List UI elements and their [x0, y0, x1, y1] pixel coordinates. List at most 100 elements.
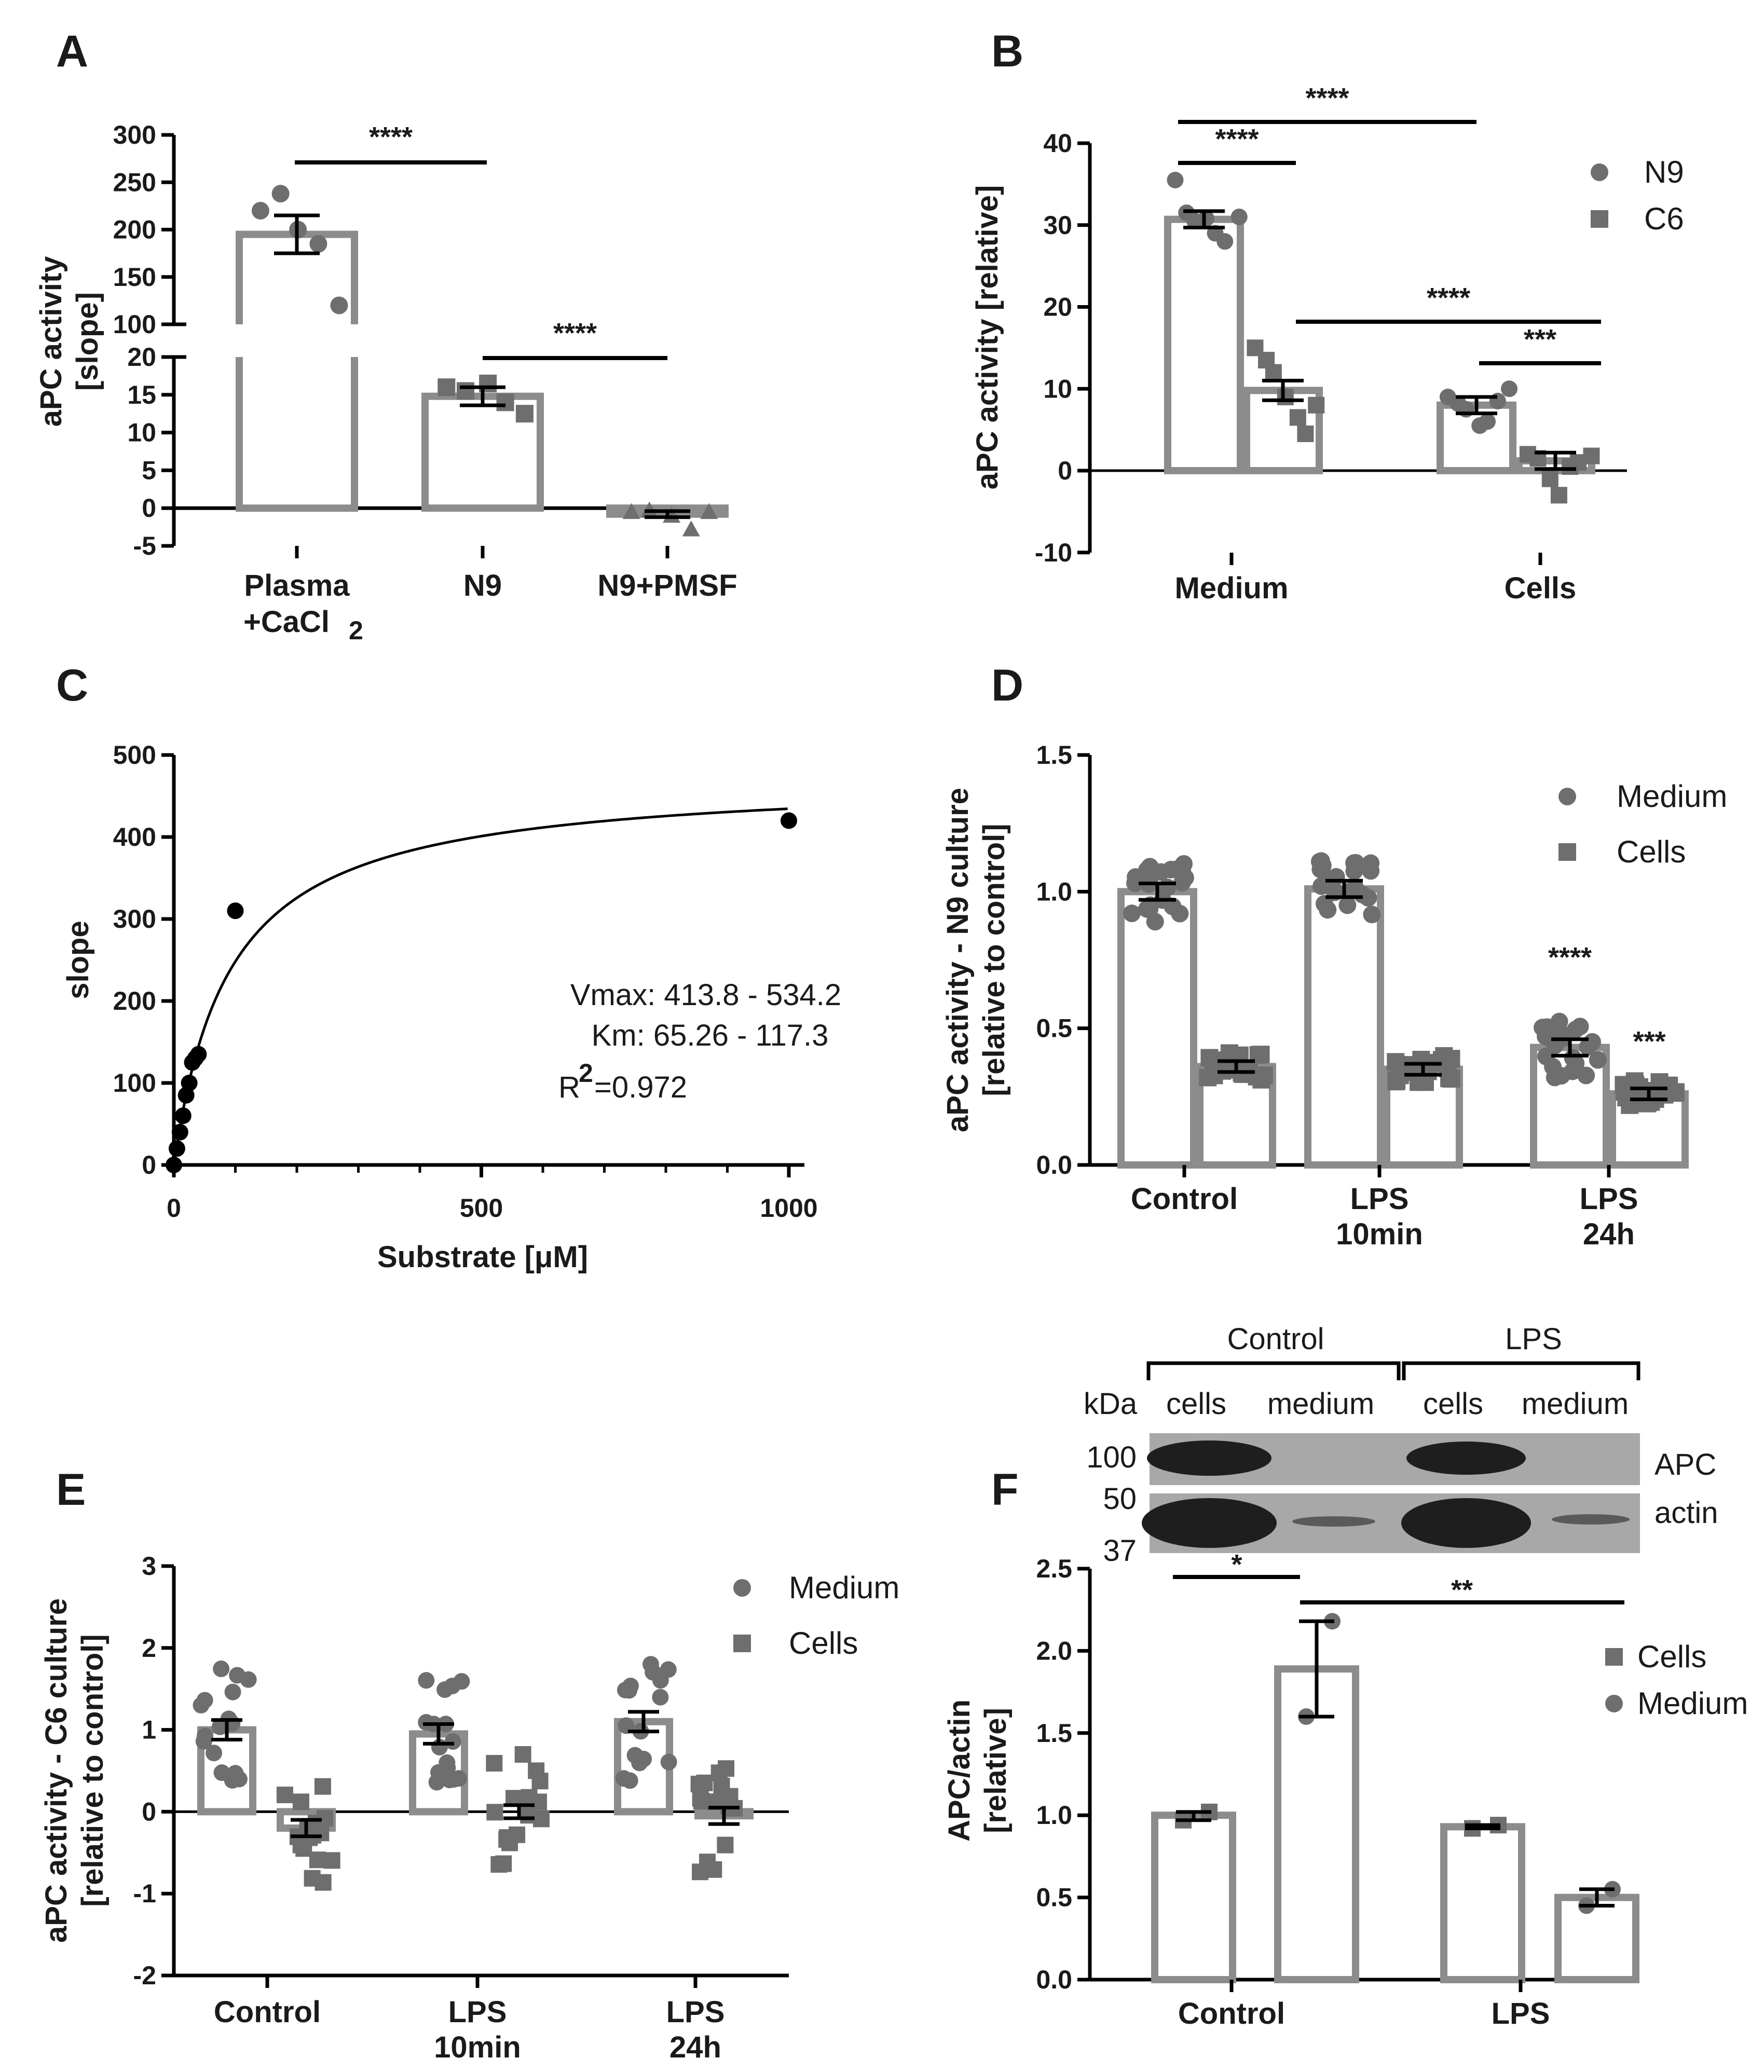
panel-c-y-tick-label: 100 — [113, 1068, 156, 1097]
panel-c-y-tick-label: 0 — [142, 1150, 156, 1179]
panel-e-point — [660, 1753, 677, 1771]
panel-a-y-title: [slope] — [71, 292, 104, 391]
panel-e-point — [444, 1733, 461, 1750]
blot-band-apc — [1406, 1442, 1526, 1475]
panel-a-sig: **** — [553, 318, 597, 349]
panel-a-tick-label: 150 — [113, 263, 156, 292]
blot-group-label: LPS — [1505, 1322, 1562, 1356]
panel-d-y-title: [relative to control] — [977, 824, 1011, 1096]
panel-b-point — [1550, 487, 1567, 504]
panel-a-point — [330, 296, 348, 314]
panel-e-point — [690, 1776, 707, 1793]
panel-d-point — [1589, 1051, 1607, 1069]
panel-e-point — [445, 1771, 462, 1788]
panel-d-sig: **** — [1548, 942, 1592, 973]
panel-e-point — [224, 1683, 241, 1700]
panel-a-tick-label: 200 — [113, 215, 156, 244]
panel-e-point — [193, 1697, 210, 1714]
panel-c-point — [174, 1107, 192, 1124]
panel-f-y-tick-label: 0.0 — [1036, 1965, 1072, 1994]
panel-d-legend-label: Cells — [1617, 834, 1686, 869]
panel-f-x-label: Control — [1178, 1997, 1285, 2030]
panel-e-point — [710, 1764, 728, 1781]
panel-e-point — [213, 1661, 230, 1678]
panel-c-point — [168, 1140, 185, 1157]
panel-c-point — [181, 1075, 198, 1091]
blot-group-label: Control — [1227, 1322, 1324, 1356]
panel-d-point — [1666, 1084, 1685, 1102]
panel-a-point — [437, 378, 456, 396]
panel-b-point — [1541, 470, 1558, 487]
panel-c-y-tick-label: 400 — [113, 822, 156, 852]
panel-b-sig: **** — [1215, 124, 1259, 155]
panel-e-point — [660, 1661, 677, 1678]
panel-d-point — [1439, 1060, 1457, 1078]
panel-e-point — [197, 1727, 214, 1745]
panel-f-sig: ** — [1451, 1574, 1473, 1606]
panel-a-tick-label: 250 — [113, 168, 156, 197]
panel-e-y-title: aPC activity - C6 culture — [39, 1598, 73, 1943]
panel-b-x-label: Cells — [1505, 571, 1577, 605]
panel-e-point — [652, 1689, 669, 1706]
panel-f-legend-label: Cells — [1637, 1639, 1706, 1674]
blot-bracket — [1402, 1361, 1640, 1380]
panel-a-point — [515, 405, 534, 423]
panel-d-point — [1319, 901, 1337, 919]
panel-e-x-label: 10min — [434, 2030, 521, 2064]
blot-band-actin-faint — [1292, 1516, 1375, 1527]
panel-d-point — [1141, 900, 1159, 918]
panel-b-y-tick-label: 20 — [1043, 293, 1072, 322]
panel-c-point — [190, 1046, 207, 1063]
panel-e-point — [323, 1852, 340, 1869]
panel-d-point — [1168, 860, 1186, 878]
panel-d-x-label: LPS — [1350, 1182, 1409, 1216]
panel-b-point — [1583, 447, 1600, 464]
panel-e-point — [642, 1656, 660, 1673]
panel-c-annotation: R — [558, 1071, 580, 1104]
panel-f-y-tick-label: 1.5 — [1036, 1719, 1072, 1748]
panel-c-x-title: Substrate [μM] — [377, 1240, 588, 1274]
panel-e-point — [699, 1854, 716, 1871]
panel-d-point — [1345, 854, 1363, 872]
panel-f-legend-marker — [1605, 1648, 1623, 1666]
panel-e-y-tick-label: 2 — [142, 1634, 156, 1663]
panel-e-y-tick-label: -1 — [133, 1879, 156, 1908]
western-blot: Control LPS kDa cells medium cells medium 100 50… — [1084, 1322, 1718, 1568]
panel-e-x-label: LPS — [666, 1995, 725, 2029]
panel-f-legend-marker — [1605, 1695, 1623, 1712]
panel-d-point — [1255, 1066, 1273, 1085]
panel-d-legend-marker — [1558, 788, 1576, 805]
panel-e-legend-marker — [733, 1579, 751, 1597]
panel-c-point — [171, 1123, 188, 1141]
panel-e-point — [621, 1772, 638, 1789]
panel-b-point — [1216, 233, 1234, 250]
panel-b-point — [1198, 210, 1215, 227]
panel-d-x-label: 10min — [1336, 1217, 1423, 1251]
panel-e-point — [276, 1787, 293, 1804]
panel-d-point — [1623, 1088, 1641, 1106]
panel-c-fit-curve — [173, 807, 788, 1157]
panel-e-point — [531, 1773, 549, 1790]
panel-a-x-label: N9 — [463, 569, 502, 602]
panel-a-tick-label: 0 — [142, 493, 156, 523]
panel-b-point — [1297, 426, 1314, 443]
panel-e-point — [495, 1855, 512, 1872]
panel-a-tick-label: 300 — [113, 120, 156, 149]
panel-e-point — [436, 1681, 454, 1698]
panel-a-point — [456, 382, 474, 400]
panel-c-point — [166, 1157, 182, 1173]
panel-e-x-label: LPS — [448, 1995, 507, 2029]
panel-d-point — [1346, 879, 1364, 897]
panel-e-point — [453, 1673, 470, 1690]
panel-d-point — [1325, 882, 1344, 900]
panel-f-x-label: LPS — [1492, 1997, 1550, 2030]
panel-d-point — [1338, 896, 1357, 914]
panel-e-point — [693, 1793, 710, 1810]
panel-b-bar — [1164, 215, 1244, 474]
blot-lane-label: cells — [1166, 1387, 1226, 1421]
panel-a-bar-plasma-lower — [236, 357, 358, 512]
panel-label-D: D — [991, 661, 1023, 710]
panel-d-point — [1362, 862, 1380, 880]
blot-lane-label: medium — [1267, 1387, 1374, 1421]
panel-e-point — [211, 1718, 228, 1735]
